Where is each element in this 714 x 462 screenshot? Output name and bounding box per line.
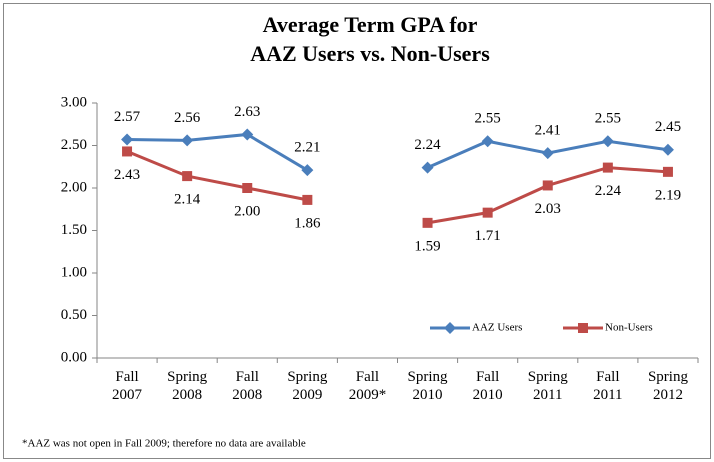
marker xyxy=(301,164,314,177)
data-label: 2.55 xyxy=(475,111,501,127)
data-label: 2.45 xyxy=(655,119,681,135)
data-label: 2.00 xyxy=(234,203,260,219)
y-tick-label: 3.00 xyxy=(61,94,87,110)
y-tick-label: 1.50 xyxy=(61,222,87,238)
marker xyxy=(444,322,456,334)
data-label: 1.59 xyxy=(414,238,440,254)
x-tick-label: Fall 2007 xyxy=(112,369,143,403)
y-tick-label: 1.00 xyxy=(61,264,87,280)
data-label: 2.14 xyxy=(174,192,201,208)
marker xyxy=(241,128,254,141)
marker xyxy=(481,135,494,148)
data-label: 2.41 xyxy=(535,123,561,139)
chart-title: AAZ Users vs. Non-Users xyxy=(250,41,490,66)
data-label: 2.24 xyxy=(414,137,441,153)
x-tick-label: Spring 2010 xyxy=(408,369,449,403)
x-tick-label: Fall 2008 xyxy=(232,369,262,403)
footnote: *AAZ was not open in Fall 2009; therefor… xyxy=(22,438,306,450)
x-tick-label: Spring 2011 xyxy=(528,369,569,403)
data-label: 2.55 xyxy=(595,111,621,127)
x-tick-label: Spring 2012 xyxy=(648,369,689,403)
data-label: 2.21 xyxy=(294,140,320,156)
marker xyxy=(578,323,588,333)
marker xyxy=(302,194,313,205)
marker xyxy=(182,171,193,182)
marker xyxy=(662,166,673,177)
data-label: 2.63 xyxy=(234,104,260,120)
legend-label: AAZ Users xyxy=(472,322,522,334)
x-tick-label: Fall 2010 xyxy=(473,369,503,403)
marker xyxy=(421,161,434,174)
marker xyxy=(181,134,194,147)
x-tick-label: Fall 2009* xyxy=(349,369,387,403)
y-tick-label: 2.50 xyxy=(61,137,87,153)
data-label: 2.43 xyxy=(114,167,140,183)
series-line xyxy=(126,150,308,202)
y-tick-label: 0.00 xyxy=(61,349,87,365)
marker xyxy=(661,143,674,156)
data-label: 2.56 xyxy=(174,110,201,126)
chart-frame xyxy=(3,3,711,459)
marker xyxy=(601,135,614,148)
x-tick-label: Fall 2011 xyxy=(593,369,622,403)
data-label: 2.57 xyxy=(114,109,141,125)
data-label: 1.71 xyxy=(475,228,501,244)
series-line xyxy=(127,132,309,172)
marker xyxy=(602,162,613,173)
marker xyxy=(541,147,554,160)
data-label: 2.03 xyxy=(535,201,561,217)
data-label: 2.24 xyxy=(595,183,622,199)
chart-title: Average Term GPA for xyxy=(263,12,478,37)
data-label: 2.19 xyxy=(655,187,681,203)
y-tick-label: 0.50 xyxy=(61,307,87,323)
data-label: 1.86 xyxy=(294,215,321,231)
marker xyxy=(482,207,493,218)
legend-label: Non-Users xyxy=(605,322,653,334)
x-tick-label: Spring 2009 xyxy=(287,369,328,403)
marker xyxy=(121,133,134,146)
marker xyxy=(422,217,433,228)
marker xyxy=(242,183,253,193)
marker xyxy=(542,180,553,191)
y-tick-label: 2.00 xyxy=(61,179,87,195)
marker xyxy=(122,146,133,157)
x-tick-label: Spring 2008 xyxy=(167,369,208,403)
